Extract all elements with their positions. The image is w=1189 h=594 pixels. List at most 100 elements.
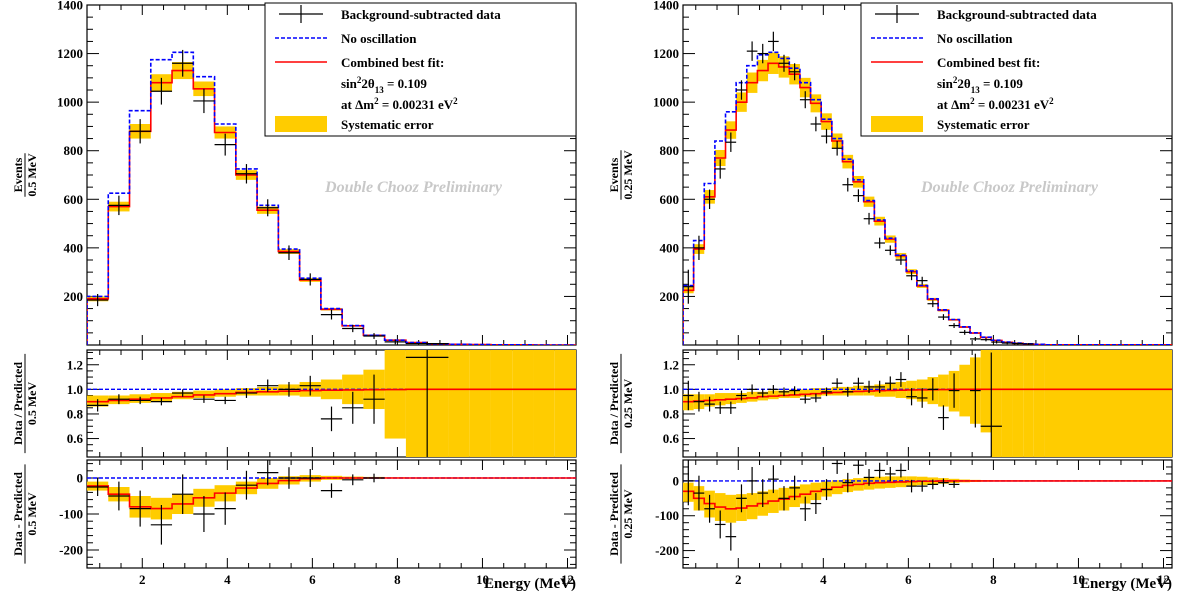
legend-syst-swatch <box>871 116 923 132</box>
legend-box <box>860 2 1173 137</box>
y-tick-label: 600 <box>64 192 84 207</box>
best-fit-histogram <box>683 62 1172 345</box>
ratio-systematic-band <box>427 350 449 457</box>
main-y-title: Events 0.25 MeV <box>607 150 635 200</box>
ratio-systematic-band <box>799 389 811 397</box>
y-title-bottom: 0.25 MeV <box>621 150 635 200</box>
x-tick-label: 12 <box>561 572 574 587</box>
y-tick-label: 1000 <box>57 95 83 110</box>
x-tick-label: 12 <box>1157 572 1170 587</box>
main-y-title: Events 0.5 MeV <box>11 153 39 197</box>
ratio-y-title: Data / Predicted 0.25 MeV <box>607 353 635 454</box>
y-title-top: Events <box>607 157 621 192</box>
y-tick-label: 1000 <box>653 95 679 110</box>
legend-data-label: Background-subtracted data <box>341 7 501 22</box>
x-tick-label: 2 <box>139 572 146 587</box>
diff-frame <box>682 459 1173 569</box>
y-tick-label: -200 <box>655 543 679 558</box>
y-title-top: Data - Predicted <box>607 472 621 556</box>
ratio-systematic-band <box>448 350 470 457</box>
diff-fit-line <box>683 480 1172 510</box>
tspan: 2θ <box>361 76 375 91</box>
ratio-systematic-band <box>938 374 949 407</box>
diff-fit-line <box>87 477 576 510</box>
tspan: 13 <box>375 85 385 95</box>
tspan: 2 <box>1049 96 1054 106</box>
watermark: Double Chooz Preliminary <box>324 179 503 196</box>
y-title-bottom: 0.5 MeV <box>25 153 39 197</box>
y-tick-label: 400 <box>64 240 84 255</box>
y-tick-label: 1.2 <box>67 357 83 372</box>
ratio-systematic-band <box>1001 350 1013 457</box>
legend-fit-dm2: at Δm2 = 0.00231 eV2 <box>341 96 458 112</box>
y-tick-label: 600 <box>660 192 680 207</box>
y-tick-label: 1200 <box>653 46 679 61</box>
legend-fit-label: Combined best fit: <box>937 55 1040 70</box>
watermark: Double Chooz Preliminary <box>920 179 1099 196</box>
diff-plot-area <box>87 460 576 545</box>
tspan: = 0.00231 eV <box>975 97 1050 112</box>
tspan: at Δm <box>937 97 970 112</box>
legend-no-osc-label: No oscillation <box>341 31 417 46</box>
y-tick-label: 1400 <box>653 0 679 13</box>
tspan: sin <box>937 76 954 91</box>
main-plot-area <box>683 31 1172 345</box>
tspan: sin <box>341 76 358 91</box>
x-tick-label: 2 <box>735 572 742 587</box>
tspan: 2 <box>374 96 379 106</box>
ratio-systematic-band <box>1012 350 1024 457</box>
tspan: at Δm <box>341 97 374 112</box>
y-tick-label: 1400 <box>57 0 83 13</box>
ratio-systematic-band <box>554 350 576 457</box>
y-tick-label: 800 <box>660 143 680 158</box>
x-tick-label: 8 <box>394 572 401 587</box>
legend-syst-label: Systematic error <box>937 117 1030 132</box>
diff-y-title: Data - Predicted 0.25 MeV <box>607 464 635 564</box>
y-title-top: Data / Predicted <box>11 362 25 445</box>
legend-box <box>264 2 577 137</box>
y-tick-label: -200 <box>59 543 83 558</box>
legend-fit-sin2: sin22θ13 = 0.109 <box>341 75 427 95</box>
ratio-systematic-band <box>320 379 343 400</box>
ratio-systematic-band <box>1033 350 1045 457</box>
x-tick-label: 6 <box>309 572 316 587</box>
legend-fit-sin2: sin22θ13 = 0.109 <box>937 75 1023 95</box>
tspan: = 0.109 <box>384 76 428 91</box>
ratio-systematic-band <box>831 386 843 396</box>
ratio-systematic-band <box>405 350 428 457</box>
y-tick-label: 800 <box>64 143 84 158</box>
ratio-systematic-band <box>1023 350 1034 457</box>
y-tick-label: 1.2 <box>663 357 679 372</box>
tspan: = 0.109 <box>980 76 1024 91</box>
legend-data-label: Background-subtracted data <box>937 7 1097 22</box>
ratio-systematic-band <box>853 385 864 396</box>
y-title-bottom: 0.5 MeV <box>25 492 39 536</box>
ratio-systematic-band <box>768 390 779 400</box>
ratio-systematic-band <box>991 350 1002 457</box>
legend-fit-dm2: at Δm2 = 0.00231 eV2 <box>937 96 1054 112</box>
diff-plot-area <box>683 460 1172 551</box>
ratio-plot-area <box>683 350 1172 457</box>
y-tick-label: 200 <box>660 289 680 304</box>
y-tick-label: 1200 <box>57 46 83 61</box>
ratio-systematic-band <box>959 364 971 417</box>
tspan: 2 <box>357 75 362 85</box>
y-tick-label: 0 <box>673 473 680 488</box>
y-tick-label: 0.8 <box>67 406 84 421</box>
x-tick-label: 10 <box>1072 572 1085 587</box>
tspan: = 0.00231 eV <box>379 97 454 112</box>
x-axis-title: Energy (MeV) <box>1080 576 1172 592</box>
y-tick-label: 1.0 <box>67 382 83 397</box>
no-oscillation-histogram <box>683 51 1172 345</box>
ratio-systematic-band <box>490 350 513 457</box>
main-plot-area <box>87 49 576 345</box>
y-tick-label: 0 <box>77 471 84 486</box>
x-tick-label: 10 <box>476 572 489 587</box>
x-tick-label: 4 <box>820 572 827 587</box>
x-tick-label: 4 <box>224 572 231 587</box>
ratio-plot-area <box>87 350 576 457</box>
y-title-bottom: 0.5 MeV <box>25 382 39 426</box>
y-title-bottom: 0.25 MeV <box>621 489 635 539</box>
ratio-systematic-band <box>384 350 406 439</box>
